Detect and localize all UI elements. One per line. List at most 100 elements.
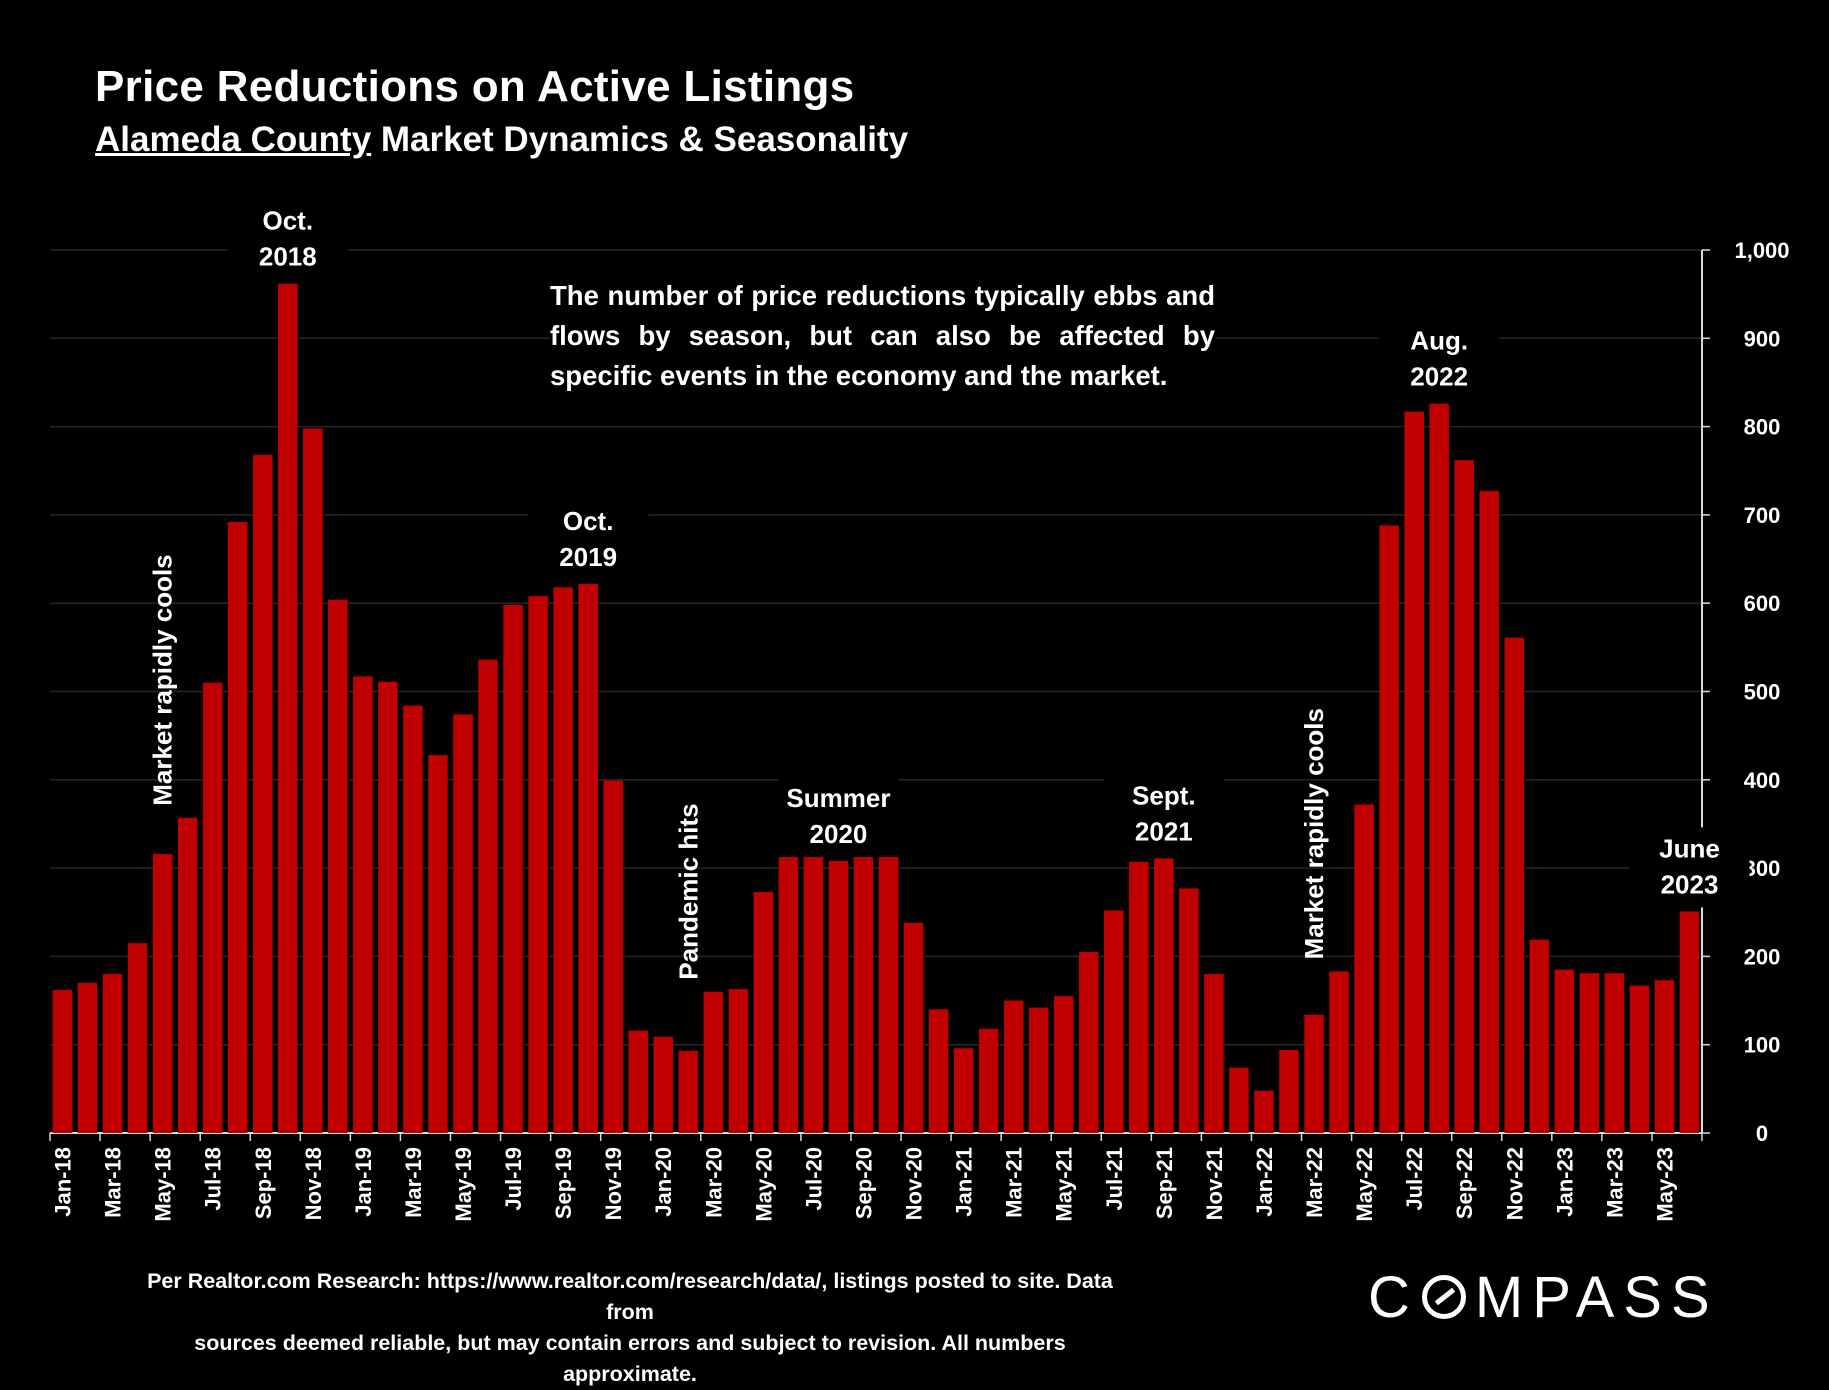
peak-annotation: Summer — [786, 783, 890, 813]
bar — [127, 943, 148, 1133]
y-tick-label: 0 — [1756, 1121, 1768, 1146]
y-tick-label: 500 — [1744, 680, 1781, 705]
annotation-bg — [1103, 774, 1224, 855]
bar — [328, 599, 348, 1133]
bar — [1254, 1090, 1274, 1133]
source-line-2: sources deemed reliable, but may contain… — [194, 1331, 1066, 1386]
x-tick-label: Nov-22 — [1502, 1147, 1527, 1220]
bar — [1279, 1049, 1299, 1133]
bar — [803, 836, 824, 1133]
annotation-bg — [1629, 827, 1750, 908]
peak-annotation: 2019 — [559, 542, 617, 572]
bar — [778, 814, 799, 1133]
compass-o-icon — [1421, 1275, 1466, 1319]
source-note: Per Realtor.com Research: https://www.re… — [130, 1266, 1130, 1390]
x-tick-label: Mar-23 — [1602, 1147, 1627, 1218]
peak-annotation: 2023 — [1661, 869, 1719, 899]
logo-text-end: MPASS — [1474, 1264, 1719, 1330]
x-tick-label: Mar-18 — [101, 1147, 126, 1218]
bar — [1003, 1000, 1024, 1133]
bar — [1504, 637, 1525, 1133]
y-tick-label: 700 — [1744, 503, 1781, 528]
bar — [1129, 861, 1149, 1133]
bar — [653, 1036, 674, 1133]
bar — [252, 454, 273, 1134]
bar — [1679, 911, 1700, 1133]
x-tick-label: Sep-20 — [851, 1147, 876, 1219]
bar — [52, 989, 73, 1133]
subtitle-county: Alameda County — [95, 120, 372, 159]
x-tick-label: Nov-19 — [601, 1147, 626, 1220]
bar — [453, 714, 473, 1133]
y-tick-label: 900 — [1744, 326, 1781, 351]
bar — [1529, 939, 1550, 1133]
bar — [152, 853, 173, 1133]
x-tick-label: Jan-23 — [1552, 1147, 1577, 1217]
bar — [1204, 974, 1224, 1133]
bar — [1179, 888, 1199, 1133]
y-tick-label: 400 — [1744, 768, 1781, 793]
bar — [353, 676, 373, 1133]
peak-annotation: Sept. — [1132, 780, 1196, 810]
x-tick-label: Sep-22 — [1452, 1147, 1477, 1219]
bar — [578, 583, 598, 1133]
bar — [227, 521, 248, 1133]
bar — [1053, 996, 1074, 1133]
bar — [1078, 951, 1099, 1133]
y-tick-label: 1,000 — [1734, 238, 1789, 263]
bar-chart: 0 100 200 300 400 500 600 700 800 900 1,000 Jan-18 M… — [49, 199, 1790, 1222]
x-tick-label: Nov-21 — [1202, 1147, 1227, 1220]
x-tick-label: May-21 — [1052, 1147, 1077, 1222]
annotation-bg — [227, 199, 348, 280]
chart-title: Price Reductions on Active Listings — [95, 62, 855, 111]
bar — [428, 755, 448, 1133]
x-tick-label: Jan-22 — [1252, 1147, 1277, 1217]
bar — [1429, 403, 1449, 1134]
bar — [903, 922, 924, 1133]
bar — [1454, 460, 1474, 1133]
compass-logo: C MPASS — [1368, 1262, 1719, 1332]
event-annotation: Market rapidly cools — [148, 554, 178, 805]
x-tick-label: May-19 — [451, 1147, 476, 1222]
bar — [503, 604, 523, 1133]
bar — [1579, 973, 1600, 1133]
peak-annotation: 2021 — [1135, 816, 1193, 846]
y-tick-label: 200 — [1744, 944, 1781, 969]
y-tick-label: 800 — [1744, 415, 1781, 440]
x-tick-label: Mar-19 — [401, 1147, 426, 1218]
peak-annotation: 2020 — [810, 819, 868, 849]
bar — [1329, 971, 1349, 1133]
bar — [1028, 1007, 1049, 1133]
bar — [728, 989, 749, 1133]
bar — [603, 780, 623, 1133]
x-tick-label: Jul-21 — [1102, 1147, 1127, 1211]
y-tick-label: 600 — [1744, 591, 1781, 616]
bar — [1629, 985, 1650, 1133]
peak-annotation: Aug. — [1410, 326, 1468, 356]
bar — [278, 283, 298, 1134]
bar — [828, 861, 849, 1133]
bar — [528, 596, 548, 1133]
bar — [1304, 1014, 1324, 1133]
x-tick-label: Jan-21 — [952, 1147, 977, 1217]
bar — [1654, 980, 1675, 1133]
x-tick-label: Jan-19 — [351, 1147, 376, 1217]
bar — [953, 1048, 974, 1133]
bar — [1604, 973, 1625, 1133]
chart-note: The number of price reductions typically… — [550, 276, 1215, 396]
x-tick-label: Mar-22 — [1302, 1147, 1327, 1218]
bar — [628, 1030, 648, 1133]
bar — [878, 829, 899, 1133]
x-tick-label: Jul-19 — [501, 1147, 526, 1211]
annotation-bg — [778, 777, 899, 858]
bar — [1154, 858, 1174, 1133]
bar — [202, 682, 223, 1133]
bar — [853, 844, 874, 1133]
bar — [1104, 910, 1124, 1133]
x-tick-label: Jul-20 — [801, 1147, 826, 1211]
bar — [478, 659, 498, 1133]
bar — [303, 428, 323, 1134]
annotation-bg — [1379, 319, 1500, 400]
peak-annotation: Oct. — [262, 206, 313, 236]
x-tick-label: Mar-20 — [701, 1147, 726, 1218]
